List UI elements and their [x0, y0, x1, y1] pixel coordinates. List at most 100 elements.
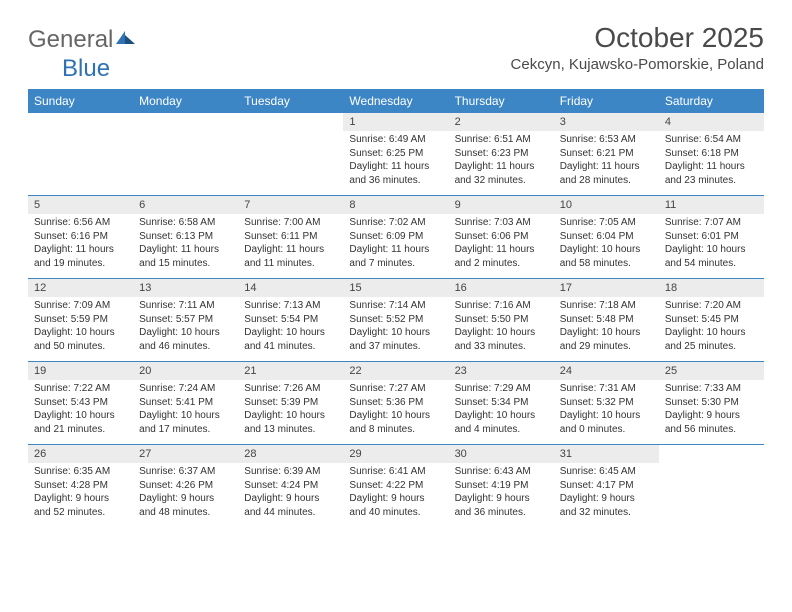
daylight-text: Daylight: 10 hours and 17 minutes. [139, 409, 232, 436]
day-info-cell: Sunrise: 7:33 AMSunset: 5:30 PMDaylight:… [659, 380, 764, 445]
sunrise-text: Sunrise: 6:58 AM [139, 216, 232, 230]
day-header-tue: Tuesday [238, 89, 343, 113]
day-info-cell: Sunrise: 7:16 AMSunset: 5:50 PMDaylight:… [449, 297, 554, 362]
daylight-text: Daylight: 9 hours and 52 minutes. [34, 492, 127, 519]
day-info-cell: Sunrise: 7:07 AMSunset: 6:01 PMDaylight:… [659, 214, 764, 279]
day-info-cell: Sunrise: 6:49 AMSunset: 6:25 PMDaylight:… [343, 131, 448, 196]
daylight-text: Daylight: 9 hours and 56 minutes. [665, 409, 758, 436]
day-info-cell: Sunrise: 7:11 AMSunset: 5:57 PMDaylight:… [133, 297, 238, 362]
sunset-text: Sunset: 6:18 PM [665, 147, 758, 161]
daylight-text: Daylight: 10 hours and 8 minutes. [349, 409, 442, 436]
day-number-cell [28, 113, 133, 131]
sunset-text: Sunset: 6:11 PM [244, 230, 337, 244]
sunset-text: Sunset: 6:23 PM [455, 147, 548, 161]
day-info-cell: Sunrise: 7:13 AMSunset: 5:54 PMDaylight:… [238, 297, 343, 362]
daylight-text: Daylight: 10 hours and 4 minutes. [455, 409, 548, 436]
day-number-cell: 30 [449, 445, 554, 463]
sunrise-text: Sunrise: 6:43 AM [455, 465, 548, 479]
daylight-text: Daylight: 10 hours and 33 minutes. [455, 326, 548, 353]
day-number-cell: 6 [133, 196, 238, 214]
day-header-wed: Wednesday [343, 89, 448, 113]
day-number-cell: 24 [554, 362, 659, 380]
day-header-row: Sunday Monday Tuesday Wednesday Thursday… [28, 89, 764, 113]
sunrise-text: Sunrise: 7:16 AM [455, 299, 548, 313]
day-number-cell: 15 [343, 279, 448, 297]
sunset-text: Sunset: 6:06 PM [455, 230, 548, 244]
day-number-row: 567891011 [28, 196, 764, 214]
day-info-cell: Sunrise: 6:54 AMSunset: 6:18 PMDaylight:… [659, 131, 764, 196]
day-number-cell: 10 [554, 196, 659, 214]
daylight-text: Daylight: 10 hours and 25 minutes. [665, 326, 758, 353]
sunrise-text: Sunrise: 7:31 AM [560, 382, 653, 396]
sunrise-text: Sunrise: 7:27 AM [349, 382, 442, 396]
sunset-text: Sunset: 6:04 PM [560, 230, 653, 244]
daylight-text: Daylight: 9 hours and 32 minutes. [560, 492, 653, 519]
day-info-cell: Sunrise: 7:03 AMSunset: 6:06 PMDaylight:… [449, 214, 554, 279]
calendar-page: General October 2025 Cekcyn, Kujawsko-Po… [0, 0, 792, 547]
day-info-cell [133, 131, 238, 196]
day-number-cell [238, 113, 343, 131]
day-number-cell: 17 [554, 279, 659, 297]
logo-text-1: General [28, 26, 113, 54]
sunrise-text: Sunrise: 7:13 AM [244, 299, 337, 313]
day-info-row: Sunrise: 6:49 AMSunset: 6:25 PMDaylight:… [28, 131, 764, 196]
sunrise-text: Sunrise: 6:45 AM [560, 465, 653, 479]
sunset-text: Sunset: 6:13 PM [139, 230, 232, 244]
sunrise-text: Sunrise: 7:26 AM [244, 382, 337, 396]
daylight-text: Daylight: 11 hours and 36 minutes. [349, 160, 442, 187]
daylight-text: Daylight: 11 hours and 19 minutes. [34, 243, 127, 270]
day-number-cell: 31 [554, 445, 659, 463]
sunset-text: Sunset: 5:59 PM [34, 313, 127, 327]
calendar-table: Sunday Monday Tuesday Wednesday Thursday… [28, 89, 764, 527]
day-info-cell: Sunrise: 6:45 AMSunset: 4:17 PMDaylight:… [554, 463, 659, 527]
day-info-cell: Sunrise: 6:37 AMSunset: 4:26 PMDaylight:… [133, 463, 238, 527]
sunrise-text: Sunrise: 7:22 AM [34, 382, 127, 396]
sunrise-text: Sunrise: 6:54 AM [665, 133, 758, 147]
sunset-text: Sunset: 4:19 PM [455, 479, 548, 493]
day-info-cell: Sunrise: 7:00 AMSunset: 6:11 PMDaylight:… [238, 214, 343, 279]
day-info-cell: Sunrise: 7:09 AMSunset: 5:59 PMDaylight:… [28, 297, 133, 362]
day-number-cell: 3 [554, 113, 659, 131]
sunrise-text: Sunrise: 6:41 AM [349, 465, 442, 479]
day-info-cell [28, 131, 133, 196]
day-number-cell: 14 [238, 279, 343, 297]
day-info-cell: Sunrise: 7:18 AMSunset: 5:48 PMDaylight:… [554, 297, 659, 362]
daylight-text: Daylight: 10 hours and 50 minutes. [34, 326, 127, 353]
day-header-thu: Thursday [449, 89, 554, 113]
day-number-cell: 8 [343, 196, 448, 214]
sunrise-text: Sunrise: 7:00 AM [244, 216, 337, 230]
sunset-text: Sunset: 5:57 PM [139, 313, 232, 327]
day-info-cell: Sunrise: 7:14 AMSunset: 5:52 PMDaylight:… [343, 297, 448, 362]
daylight-text: Daylight: 10 hours and 41 minutes. [244, 326, 337, 353]
sunrise-text: Sunrise: 7:05 AM [560, 216, 653, 230]
daylight-text: Daylight: 9 hours and 40 minutes. [349, 492, 442, 519]
day-info-cell: Sunrise: 6:35 AMSunset: 4:28 PMDaylight:… [28, 463, 133, 527]
day-number-cell: 4 [659, 113, 764, 131]
day-number-row: 19202122232425 [28, 362, 764, 380]
daylight-text: Daylight: 11 hours and 15 minutes. [139, 243, 232, 270]
day-number-cell: 19 [28, 362, 133, 380]
daylight-text: Daylight: 10 hours and 58 minutes. [560, 243, 653, 270]
sunrise-text: Sunrise: 6:37 AM [139, 465, 232, 479]
day-number-cell: 25 [659, 362, 764, 380]
day-info-cell: Sunrise: 7:05 AMSunset: 6:04 PMDaylight:… [554, 214, 659, 279]
sunset-text: Sunset: 5:45 PM [665, 313, 758, 327]
day-info-cell: Sunrise: 6:43 AMSunset: 4:19 PMDaylight:… [449, 463, 554, 527]
day-number-cell: 27 [133, 445, 238, 463]
day-number-cell: 12 [28, 279, 133, 297]
day-header-sun: Sunday [28, 89, 133, 113]
sunrise-text: Sunrise: 7:18 AM [560, 299, 653, 313]
sunset-text: Sunset: 4:26 PM [139, 479, 232, 493]
daylight-text: Daylight: 11 hours and 28 minutes. [560, 160, 653, 187]
calendar-body: 12 34 Sunrise: 6:49 AMSunset: 6:25 PMDayli… [28, 113, 764, 527]
sunrise-text: Sunrise: 7:11 AM [139, 299, 232, 313]
day-info-cell: Sunrise: 6:56 AMSunset: 6:16 PMDaylight:… [28, 214, 133, 279]
day-number-cell: 28 [238, 445, 343, 463]
daylight-text: Daylight: 10 hours and 0 minutes. [560, 409, 653, 436]
day-info-cell: Sunrise: 7:22 AMSunset: 5:43 PMDaylight:… [28, 380, 133, 445]
sunset-text: Sunset: 5:39 PM [244, 396, 337, 410]
month-title: October 2025 [511, 22, 764, 54]
day-info-cell: Sunrise: 6:53 AMSunset: 6:21 PMDaylight:… [554, 131, 659, 196]
daylight-text: Daylight: 11 hours and 11 minutes. [244, 243, 337, 270]
day-info-cell: Sunrise: 6:41 AMSunset: 4:22 PMDaylight:… [343, 463, 448, 527]
